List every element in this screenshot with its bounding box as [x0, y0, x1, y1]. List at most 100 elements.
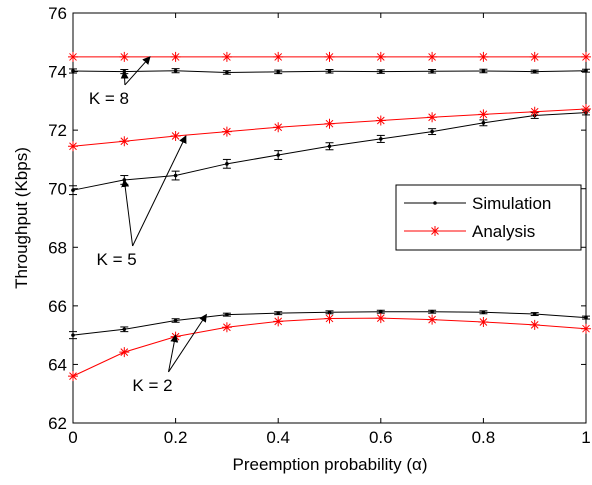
data-point	[379, 69, 383, 74]
annotation-arrow	[124, 56, 151, 86]
y-tick-label: 62	[48, 414, 67, 433]
x-tick-label: 1	[581, 428, 590, 447]
data-point	[221, 51, 232, 62]
data-point	[375, 51, 386, 62]
data-point	[273, 122, 284, 133]
data-point	[379, 309, 383, 314]
annotation-label: K = 5	[97, 250, 137, 269]
y-tick-label: 70	[48, 180, 67, 199]
annotation-arrow	[120, 70, 129, 85]
y-tick-label: 64	[48, 355, 67, 374]
series-k5-simulation	[69, 109, 590, 196]
data-point	[225, 70, 229, 75]
data-point	[430, 129, 434, 134]
x-tick-label: 0.8	[472, 428, 496, 447]
data-point	[170, 131, 181, 141]
x-axis-label: Preemption probability (α)	[232, 455, 427, 474]
data-point	[481, 121, 486, 125]
legend-analysis-label: Analysis	[472, 222, 535, 241]
data-point	[71, 333, 75, 337]
data-point	[170, 51, 181, 62]
data-point	[221, 126, 232, 137]
data-point	[581, 51, 591, 62]
data-point	[478, 109, 489, 120]
annotation-arrow	[168, 334, 179, 373]
data-point	[529, 319, 540, 330]
data-point	[71, 188, 75, 192]
data-point	[584, 315, 588, 320]
data-point	[481, 310, 486, 315]
data-point	[324, 313, 335, 324]
annotation-arrow	[121, 178, 134, 247]
data-point	[430, 309, 434, 314]
y-tick-label: 76	[48, 4, 67, 23]
series-k8-analysis	[68, 51, 591, 62]
data-point	[581, 323, 591, 334]
data-point	[375, 115, 386, 126]
data-point	[327, 144, 332, 149]
annotation-arrow	[132, 135, 187, 247]
data-point	[581, 104, 591, 115]
data-point	[273, 51, 284, 62]
x-tick-label: 0	[68, 428, 77, 447]
data-point	[427, 112, 438, 123]
data-point	[122, 327, 127, 332]
data-point	[173, 68, 178, 73]
legend: Simulation Analysis	[395, 184, 582, 251]
data-point	[427, 51, 438, 62]
data-point	[225, 312, 229, 317]
data-point	[276, 70, 281, 74]
annotation-label: K = 8	[89, 89, 129, 108]
data-point	[324, 51, 335, 62]
data-point	[478, 316, 489, 327]
y-axis-label: Throughput (Kbps)	[12, 147, 31, 289]
annotation-k2: K = 2	[132, 313, 207, 395]
data-point	[276, 153, 281, 157]
data-point	[529, 51, 540, 62]
data-point	[529, 106, 540, 117]
annotation-k8: K = 8	[89, 56, 151, 108]
y-tick-label: 72	[48, 121, 67, 140]
data-point	[379, 137, 383, 141]
legend-simulation-label: Simulation	[472, 194, 551, 213]
data-point	[532, 69, 537, 74]
data-point	[68, 371, 78, 382]
data-point	[119, 347, 130, 358]
x-tick-label: 0.4	[266, 428, 290, 447]
legend-analysis-marker	[430, 226, 440, 236]
data-point	[327, 69, 332, 74]
x-axis-ticks: 0 0.2 0.4 0.6 0.8 1	[68, 13, 591, 447]
y-tick-label: 74	[48, 63, 67, 82]
data-point	[375, 313, 386, 324]
data-point	[173, 173, 178, 178]
x-tick-label: 0.2	[164, 428, 188, 447]
data-point	[221, 322, 232, 333]
y-tick-label: 68	[48, 238, 67, 257]
x-tick-label: 0.6	[369, 428, 393, 447]
data-point	[481, 69, 486, 73]
annotation-arrow	[168, 313, 207, 373]
y-tick-label: 66	[48, 297, 67, 316]
data-point	[119, 136, 130, 147]
legend-simulation-marker	[433, 201, 437, 205]
data-point	[173, 318, 178, 323]
annotation-label: K = 2	[132, 376, 172, 395]
data-point	[276, 311, 281, 315]
annotation-k5: K = 5	[97, 135, 187, 269]
data-point	[430, 69, 434, 74]
data-point	[478, 51, 489, 62]
data-point	[225, 162, 229, 166]
series-k5-analysis	[68, 104, 591, 152]
data-point	[427, 314, 438, 325]
data-point	[273, 316, 284, 327]
y-axis-ticks: 62 64 66 68 70 72 74 76	[48, 4, 586, 433]
data-point	[119, 51, 130, 62]
data-point	[68, 51, 78, 62]
data-point	[71, 69, 75, 73]
series-layer	[68, 51, 591, 382]
legend-box	[395, 184, 582, 251]
data-point	[327, 310, 332, 315]
data-point	[532, 312, 537, 316]
data-point	[324, 118, 335, 129]
